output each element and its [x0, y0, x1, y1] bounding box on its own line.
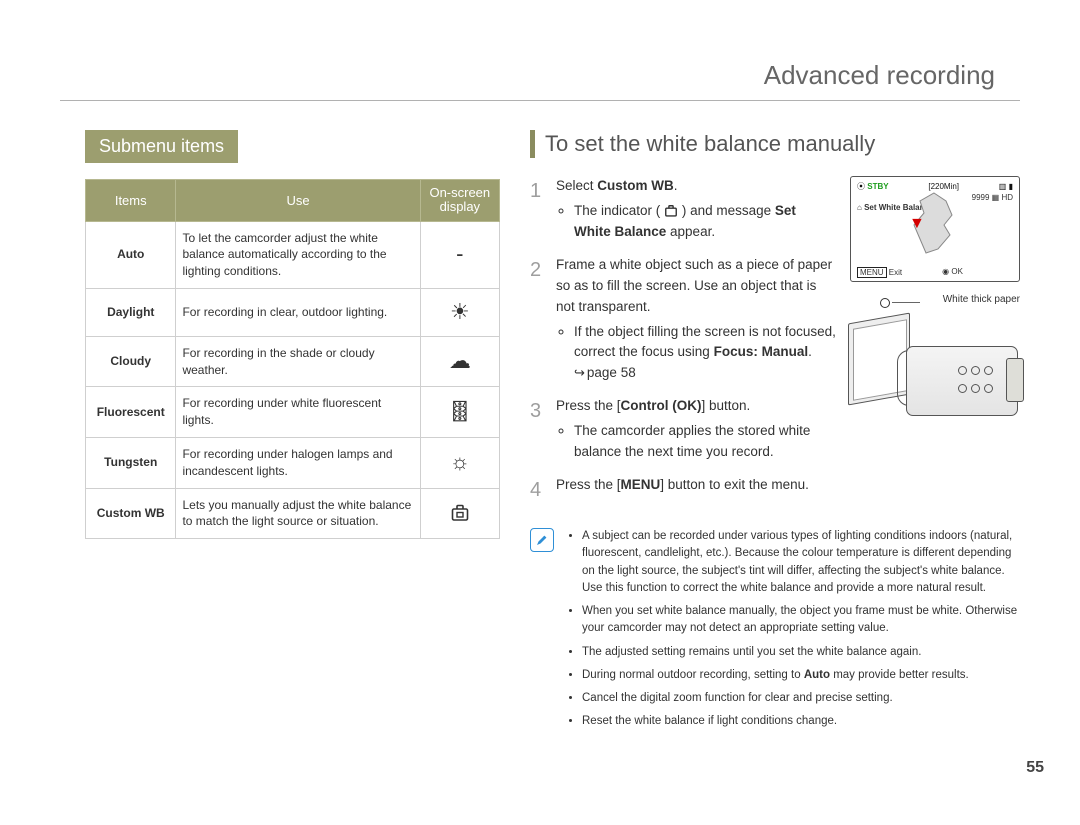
step-bullet: The indicator ( ) and message Set White … [574, 201, 836, 243]
step-item: 3 Press the [Control (OK)] button. The c… [530, 396, 836, 465]
bullet-text: ) and message [682, 203, 775, 218]
lcd-count: 9999 ▦ HD [972, 193, 1013, 202]
bullet-bold: Focus: Manual [714, 344, 809, 359]
illustration-panel: ⦿ STBY [220Min] ▥ ▮ 9999 ▦ HD ⌂ Set Whit… [850, 176, 1020, 430]
cell-item: Auto [86, 221, 176, 288]
step-number: 3 [530, 396, 544, 465]
table-row: Auto To let the camcorder adjust the whi… [86, 221, 500, 288]
section-heading: To set the white balance manually [530, 130, 1020, 158]
menu-chip: MENU [857, 267, 887, 278]
cell-item: Cloudy [86, 336, 176, 387]
cell-use: For recording under halogen lamps and in… [176, 437, 420, 488]
cell-item: Tungsten [86, 437, 176, 488]
bullet-text: The indicator ( [574, 203, 660, 218]
table-row: Tungsten For recording under halogen lam… [86, 437, 500, 488]
lcd-exit: Exit [889, 268, 902, 277]
step-text: Press the [ [556, 477, 621, 492]
cell-item: Custom WB [86, 488, 176, 539]
page-number: 55 [1026, 759, 1044, 777]
table-row: Daylight For recording in clear, outdoor… [86, 288, 500, 336]
step-number: 2 [530, 255, 544, 387]
step-text: ] button. [702, 398, 751, 413]
note-item: When you set white balance manually, the… [582, 603, 1020, 638]
th-display: On-screen display [420, 180, 499, 222]
cell-icon-dash: - [420, 221, 499, 288]
note-bold: Auto [804, 669, 830, 681]
step-text: Select [556, 178, 597, 193]
cloud-icon: ☁ [420, 336, 499, 387]
lcd-preview: ⦿ STBY [220Min] ▥ ▮ 9999 ▦ HD ⌂ Set Whit… [850, 176, 1020, 282]
step-item: 4 Press the [MENU] button to exit the me… [530, 475, 1020, 506]
lcd-time: [220Min] [928, 182, 959, 191]
note-block: A subject can be recorded under various … [530, 528, 1020, 737]
paper-callout: White thick paper [850, 294, 1020, 310]
fluorescent-icon: 𖡧 [420, 387, 499, 438]
note-text: During normal outdoor recording, setting… [582, 669, 804, 681]
cell-item: Daylight [86, 288, 176, 336]
note-item: The adjusted setting remains until you s… [582, 644, 1020, 661]
cell-item: Fluorescent [86, 387, 176, 438]
step-bullet: If the object filling the screen is not … [574, 322, 836, 385]
bullet-text: . [808, 344, 812, 359]
bullet-text: appear. [666, 224, 715, 239]
step-number: 4 [530, 475, 544, 506]
lcd-stby: STBY [867, 182, 888, 191]
lcd-ok: OK [951, 267, 963, 276]
sun-icon: ☀ [420, 288, 499, 336]
table-row: Custom WB Lets you manually adjust the w… [86, 488, 500, 539]
step-text: . [674, 178, 678, 193]
cell-use: For recording under white fluorescent li… [176, 387, 420, 438]
note-icon [530, 528, 554, 737]
paper-label: White thick paper [943, 294, 1020, 305]
custom-wb-icon [420, 488, 499, 539]
section-title: To set the white balance manually [545, 131, 875, 157]
lcd-red-marker: ▼ [909, 215, 925, 233]
note-text: may provide better results. [830, 669, 969, 681]
note-item: A subject can be recorded under various … [582, 528, 1020, 597]
step-bold: Control (OK) [621, 398, 702, 413]
cell-use: To let the camcorder adjust the white ba… [176, 221, 420, 288]
th-use: Use [176, 180, 420, 222]
custom-wb-icon [664, 204, 678, 218]
camera-drawing [850, 320, 1018, 430]
note-item: Reset the white balance if light conditi… [582, 713, 1020, 730]
cell-use: For recording in the shade or cloudy wea… [176, 336, 420, 387]
submenu-table: Items Use On-screen display Auto To let … [85, 179, 500, 539]
submenu-ribbon: Submenu items [85, 130, 238, 163]
note-item: Cancel the digital zoom function for cle… [582, 690, 1020, 707]
header-divider [60, 100, 1020, 101]
step-text: Frame a white object such as a piece of … [556, 257, 832, 314]
table-row: Fluorescent For recording under white fl… [86, 387, 500, 438]
step-text: Press the [ [556, 398, 621, 413]
step-item: 2 Frame a white object such as a piece o… [530, 255, 836, 387]
step-number: 1 [530, 176, 544, 245]
heading-bar [530, 130, 535, 158]
step-bold: MENU [621, 477, 661, 492]
cell-use: For recording in clear, outdoor lighting… [176, 288, 420, 336]
step-bold: Custom WB [597, 178, 674, 193]
cell-use: Lets you manually adjust the white balan… [176, 488, 420, 539]
step-bullet: The camcorder applies the stored white b… [574, 421, 836, 463]
th-items: Items [86, 180, 176, 222]
table-row: Cloudy For recording in the shade or clo… [86, 336, 500, 387]
bulb-icon: ☼ [420, 437, 499, 488]
note-item: During normal outdoor recording, setting… [582, 667, 1020, 684]
page-ref: page 58 [574, 365, 636, 380]
step-text: ] button to exit the menu. [660, 477, 809, 492]
note-list: A subject can be recorded under various … [564, 528, 1020, 737]
custom-wb-svg [450, 503, 470, 523]
pencil-icon [535, 533, 549, 547]
step-item: 1 Select Custom WB. The indicator ( ) an… [530, 176, 836, 245]
chapter-title: Advanced recording [764, 60, 995, 91]
